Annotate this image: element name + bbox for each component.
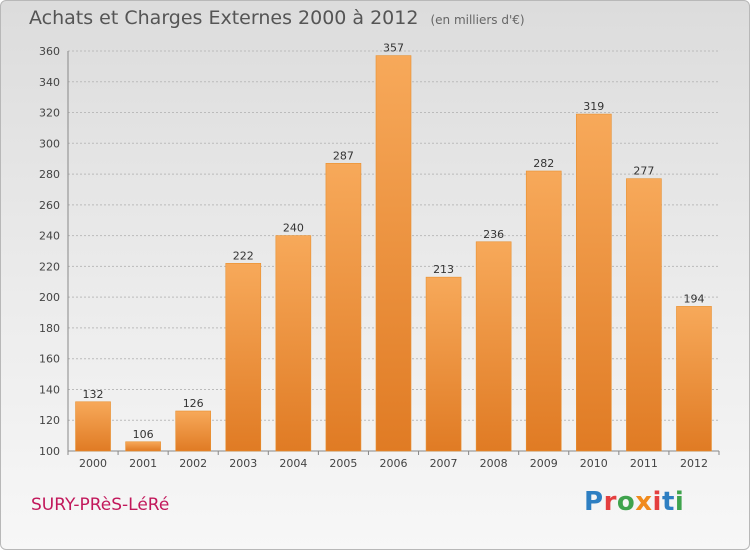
commune-name: SURY-PRèS-LéRé	[31, 495, 170, 515]
logo-letter: t	[661, 487, 675, 517]
bar	[425, 276, 462, 452]
x-tick-label: 2007	[430, 457, 458, 470]
x-tick-label: 2005	[329, 457, 357, 470]
x-tick-label: 2012	[680, 457, 708, 470]
bar-value-label: 126	[183, 397, 204, 410]
bar-value-label: 357	[383, 42, 404, 55]
bar	[525, 170, 562, 452]
bar	[626, 178, 662, 452]
x-tick-label: 2008	[480, 457, 508, 470]
bar	[475, 241, 512, 452]
bar-value-label: 287	[333, 149, 354, 162]
y-tick-label: 200	[39, 291, 60, 304]
bar	[676, 306, 712, 452]
bar-value-label: 132	[83, 388, 104, 401]
bar	[175, 410, 211, 452]
logo-letter: o	[616, 487, 636, 517]
x-tick-label: 2006	[380, 457, 408, 470]
chart-title: Achats et Charges Externes 2000 à 2012 (e…	[29, 7, 525, 29]
x-tick-label: 2004	[279, 457, 307, 470]
logo-letter: i	[674, 487, 685, 517]
bar-value-label: 222	[233, 249, 254, 262]
x-tick-label: 2001	[129, 457, 157, 470]
y-tick-label: 280	[39, 168, 60, 181]
bar	[275, 235, 312, 452]
y-tick-label: 360	[39, 45, 60, 58]
x-tick-label: 2000	[79, 457, 107, 470]
bar	[576, 113, 612, 452]
chart-title-text: Achats et Charges Externes 2000 à 2012	[29, 7, 419, 29]
bar-value-label: 282	[533, 157, 554, 170]
bar	[225, 263, 262, 452]
y-tick-label: 160	[39, 353, 60, 366]
chart-subtitle: (en milliers d'€)	[430, 13, 525, 27]
x-tick-label: 2010	[580, 457, 608, 470]
bar	[325, 163, 362, 452]
y-tick-label: 140	[39, 383, 60, 396]
bar	[125, 441, 161, 452]
y-tick-label: 300	[39, 137, 60, 150]
bar	[375, 55, 412, 452]
bar-value-label: 213	[433, 263, 454, 276]
value-labels: 132 106 126 222 240 287 357 213 236 282 319 277 194	[83, 42, 705, 441]
tick-labels: 100 120 140 160 180 200 220 240 260 280 300 320 340 3…	[39, 45, 708, 470]
bar	[75, 401, 111, 452]
bars	[75, 55, 712, 452]
x-tick-label: 2009	[530, 457, 558, 470]
y-tick-label: 260	[39, 199, 60, 212]
bar-value-label: 277	[633, 165, 654, 178]
proxiti-logo: Proxiti	[584, 487, 684, 517]
x-tick-label: 2002	[179, 457, 207, 470]
logo-letter: x	[635, 487, 653, 517]
x-tick-label: 2003	[229, 457, 257, 470]
y-tick-label: 240	[39, 230, 60, 243]
logo-letter: r	[603, 487, 617, 517]
y-tick-label: 120	[39, 414, 60, 427]
logo-letter: i	[652, 487, 662, 517]
bar-value-label: 319	[583, 100, 604, 113]
y-tick-label: 100	[39, 445, 60, 458]
bar-value-label: 106	[133, 428, 154, 441]
y-tick-label: 180	[39, 322, 60, 335]
x-tick-label: 2011	[630, 457, 658, 470]
bar-value-label: 236	[483, 228, 504, 241]
y-tick-label: 320	[39, 107, 60, 120]
bar-value-label: 240	[283, 222, 304, 235]
y-tick-label: 220	[39, 260, 60, 273]
logo-letter: P	[584, 487, 604, 517]
y-tick-label: 340	[39, 76, 60, 89]
bar-value-label: 194	[683, 292, 704, 305]
